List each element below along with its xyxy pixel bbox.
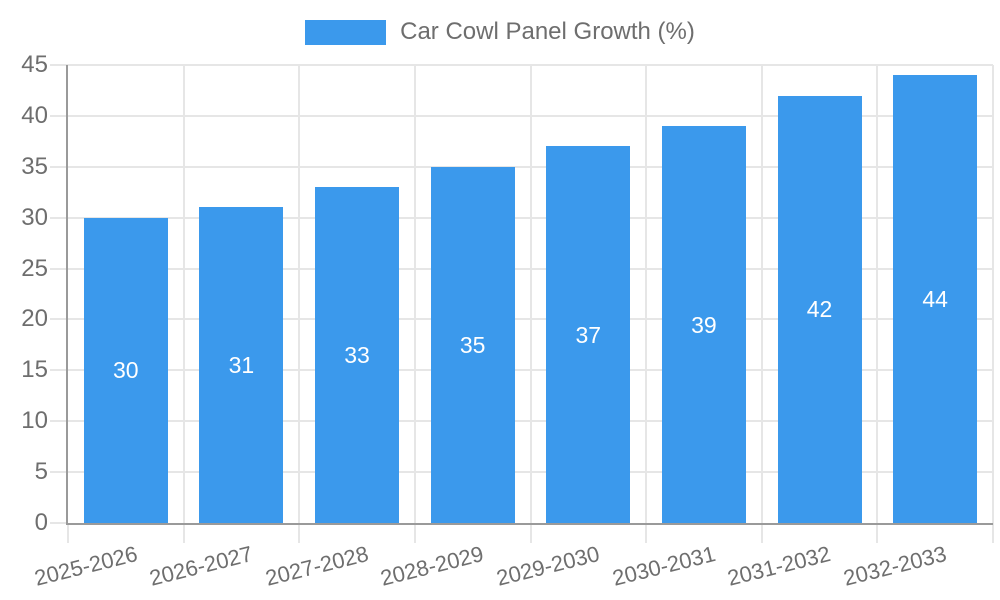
y-axis-tick <box>50 471 68 474</box>
x-axis-label: 2028-2029 <box>378 541 487 591</box>
y-axis-tick-label: 25 <box>21 254 48 282</box>
legend-label: Car Cowl Panel Growth (%) <box>400 18 695 45</box>
y-axis-tick-label: 15 <box>21 356 48 384</box>
x-axis-label: 2025-2026 <box>31 541 140 591</box>
x-axis-line <box>66 523 993 525</box>
v-gridline <box>529 65 532 523</box>
bar[interactable] <box>661 126 746 523</box>
bar-value-label: 35 <box>459 331 486 358</box>
bar-value-label: 31 <box>228 352 255 379</box>
x-axis-tick <box>413 523 416 543</box>
bar-value-label: 33 <box>344 342 370 369</box>
bar[interactable] <box>430 166 515 523</box>
x-axis-tick <box>182 523 185 543</box>
x-axis-tick <box>876 523 879 543</box>
x-axis-tick <box>992 523 994 543</box>
x-axis-tick <box>760 523 763 543</box>
y-axis-tick <box>50 318 68 321</box>
bar[interactable] <box>315 187 400 523</box>
legend-swatch <box>305 19 387 45</box>
chart-legend[interactable]: Car Cowl Panel Growth (%) <box>0 18 1000 46</box>
v-gridline <box>760 65 763 523</box>
x-axis-label: 2027-2028 <box>262 541 371 591</box>
v-gridline <box>182 65 185 523</box>
bar[interactable] <box>777 95 862 523</box>
x-axis-tick <box>298 523 301 543</box>
y-axis-tick-label: 35 <box>21 152 48 180</box>
y-axis-tick-label: 0 <box>34 509 48 536</box>
y-axis-tick-label: 10 <box>21 407 48 435</box>
bar[interactable] <box>546 146 631 523</box>
bar[interactable] <box>893 75 978 523</box>
y-axis-tick <box>50 267 68 270</box>
x-axis-label: 2026-2027 <box>147 541 256 591</box>
bar[interactable] <box>83 217 168 523</box>
y-axis-tick <box>50 165 68 168</box>
bar-value-label: 42 <box>806 296 833 323</box>
bar-value-label: 39 <box>691 311 717 338</box>
y-axis-tick-label: 40 <box>21 101 48 129</box>
y-axis-tick <box>50 522 68 524</box>
x-axis-tick <box>529 523 532 543</box>
bar-value-label: 44 <box>922 286 948 313</box>
y-axis-tick <box>50 216 68 219</box>
y-axis-tick <box>50 369 68 372</box>
bar-value-label: 37 <box>575 321 602 348</box>
x-axis-label: 2030-2031 <box>609 541 718 591</box>
y-axis-tick-label: 30 <box>21 203 48 231</box>
x-axis-label: 2031-2032 <box>725 541 834 591</box>
bar-value-label: 30 <box>113 357 139 384</box>
v-gridline <box>645 65 648 523</box>
y-axis-tick-label: 5 <box>34 458 48 486</box>
x-axis-tick <box>67 523 69 543</box>
y-axis-tick <box>50 114 68 117</box>
bar[interactable] <box>199 207 284 523</box>
y-axis-tick-label: 20 <box>21 305 48 333</box>
v-gridline <box>298 65 301 523</box>
x-axis-label: 2029-2030 <box>493 541 603 591</box>
v-gridline <box>413 65 416 523</box>
y-axis-tick-label: 45 <box>21 51 48 78</box>
y-axis-tick <box>50 64 68 66</box>
y-axis-line <box>66 65 68 525</box>
v-gridline <box>876 65 879 523</box>
x-axis-tick <box>645 523 648 543</box>
x-axis-label: 2032-2033 <box>840 541 949 591</box>
v-gridline <box>992 65 994 523</box>
y-axis-tick <box>50 420 68 423</box>
